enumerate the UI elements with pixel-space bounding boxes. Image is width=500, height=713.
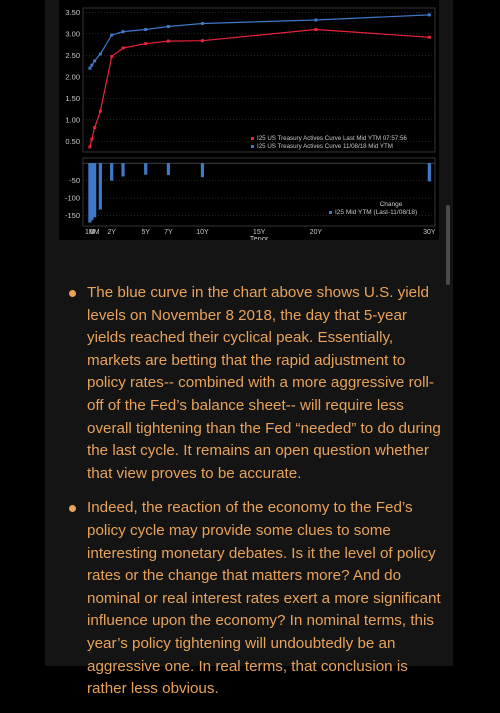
data-point — [200, 21, 204, 25]
legend-label: I25 US Treasury Actives Curve 11/08/18 M… — [257, 143, 393, 150]
data-point — [98, 109, 102, 113]
bullet-text: The blue curve in the chart above shows … — [87, 284, 441, 482]
list-item: The blue curve in the chart above shows … — [65, 282, 443, 485]
top-plot-frame — [82, 7, 436, 153]
y-tick-label: 2.50 — [65, 51, 80, 60]
data-point — [98, 52, 102, 56]
data-point — [121, 46, 125, 50]
chart-svg: 0.50 1.00 1.50 2.00 2.50 3.00 3.50 I25 US Treas… — [65, 7, 436, 240]
data-point — [427, 13, 431, 17]
scrollbar-thumb[interactable] — [446, 205, 450, 285]
bottom-plot-frame — [82, 157, 436, 227]
data-point — [121, 30, 125, 34]
data-point — [88, 145, 92, 149]
y-tick-label: 1.00 — [65, 115, 80, 124]
y-tick-label: 0.50 — [65, 137, 80, 146]
x-tick-label: 10Y — [196, 229, 209, 236]
legend-swatch — [329, 211, 332, 214]
x-tick-label: 5Y — [141, 229, 150, 236]
change-bar — [200, 163, 205, 178]
series-line — [89, 28, 430, 147]
data-point — [166, 24, 170, 28]
data-point — [93, 125, 97, 129]
legend-swatch — [251, 137, 254, 140]
article-page: 0.50 1.00 1.50 2.00 2.50 3.00 3.50 I25 US Treas… — [45, 0, 453, 697]
y-tick-label: 3.00 — [65, 29, 80, 38]
x-tick-label: 20Y — [310, 229, 323, 236]
bullet-icon — [69, 505, 76, 513]
y-tick-label: -50 — [69, 176, 80, 185]
change-bar — [166, 163, 171, 176]
data-point — [427, 35, 431, 39]
legend-label: I25 US Treasury Actives Curve Last Mid Y… — [257, 135, 407, 142]
x-tick-label: 30Y — [423, 229, 436, 236]
data-point — [90, 63, 94, 67]
data-point — [110, 55, 114, 59]
bullet-icon — [69, 290, 76, 297]
bullet-text: Indeed, the reaction of the economy to t… — [87, 499, 441, 698]
data-point — [314, 27, 318, 31]
change-bar — [427, 163, 431, 182]
legend-swatch — [251, 145, 254, 148]
y-tick-label: 1.50 — [65, 94, 80, 103]
x-tick-label: 1M — [85, 229, 95, 236]
data-point — [314, 18, 318, 22]
change-bar — [90, 163, 94, 221]
data-point — [144, 27, 148, 31]
data-point — [200, 39, 204, 43]
change-bar — [110, 163, 114, 181]
bullet-list: The blue curve in the chart above shows … — [65, 282, 443, 701]
article-body: The blue curve in the chart above shows … — [65, 282, 443, 713]
change-bar — [121, 163, 125, 177]
x-tick-label: 7Y — [164, 229, 173, 236]
list-item: Indeed, the reaction of the economy to t… — [65, 497, 443, 700]
data-point — [166, 39, 170, 43]
data-point — [90, 137, 94, 141]
x-axis-label: Tenor — [250, 234, 269, 240]
change-bar — [98, 163, 102, 210]
x-tick-label: 2Y — [107, 229, 116, 236]
legend-label: I25 Mid YTM (Last-11/08/18) — [335, 209, 417, 216]
data-point — [144, 42, 148, 46]
data-point — [110, 33, 114, 37]
legend-title: Change — [380, 201, 403, 208]
y-tick-label: -150 — [65, 211, 80, 220]
change-bar — [88, 163, 92, 223]
y-tick-label: -100 — [65, 194, 80, 203]
series-line — [89, 14, 430, 69]
x-tick-label: 15Y — [253, 229, 266, 236]
change-bar — [144, 163, 148, 175]
change-bar — [93, 163, 97, 218]
data-point — [88, 66, 92, 70]
y-tick-label: 2.00 — [65, 72, 80, 81]
data-point — [93, 59, 97, 63]
x-tick-label: 6M — [90, 229, 100, 236]
y-tick-label: 3.50 — [65, 8, 80, 17]
yield-curve-chart: 0.50 1.00 1.50 2.00 2.50 3.00 3.50 I25 US Treas… — [59, 0, 439, 240]
